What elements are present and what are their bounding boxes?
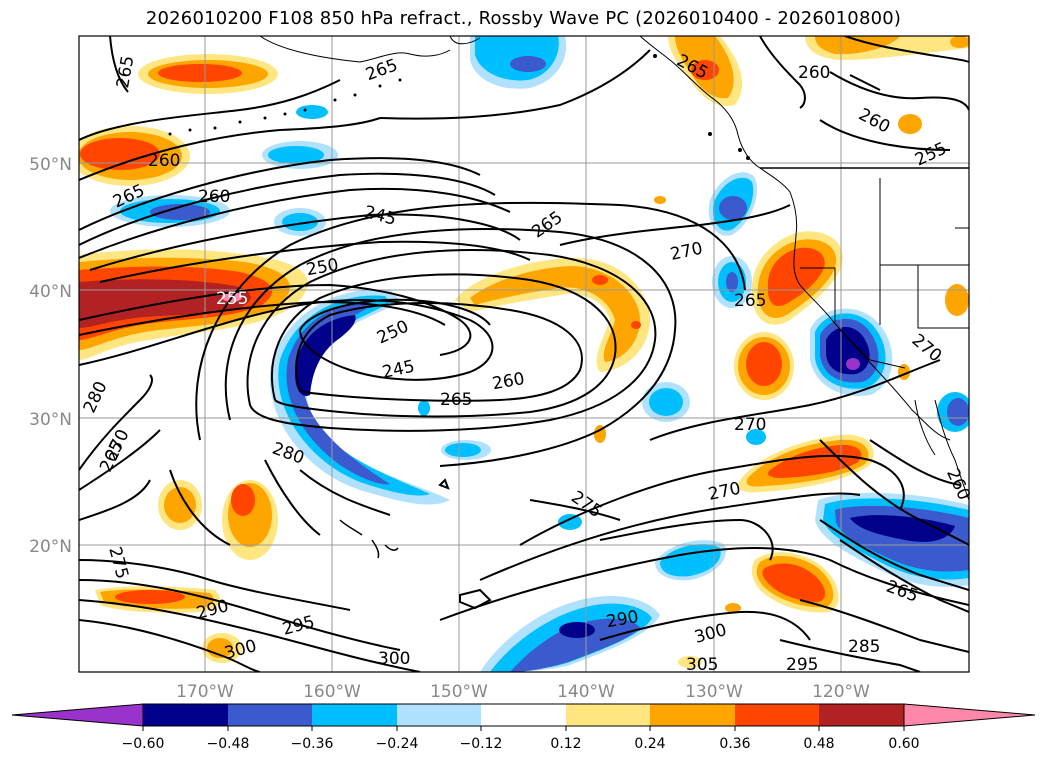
- contour-label: 260: [198, 187, 230, 207]
- contour-label: 265: [440, 390, 472, 410]
- coastlines: [259, 36, 969, 559]
- contour-label: 305: [686, 655, 718, 675]
- anomaly-patch: [150, 204, 210, 220]
- anomaly-patch: [649, 388, 683, 416]
- colorbar-bin: [312, 704, 397, 726]
- anomaly-patch: [768, 444, 862, 478]
- anomaly-patch: [850, 515, 955, 542]
- colorbar-tick-label: 0.48: [803, 736, 834, 752]
- anomaly-patch: [947, 398, 969, 426]
- colorbar-bin: [566, 704, 650, 726]
- colorbar-tick-label: −0.36: [291, 736, 334, 752]
- contour-label: 255: [216, 289, 248, 309]
- lat-label-50n: 50°N: [29, 155, 72, 175]
- anomaly-patch: [418, 400, 430, 416]
- colorbar-tick-label: 0.36: [719, 736, 750, 752]
- colorbar-tick-label: −0.48: [207, 736, 250, 752]
- colorbar-extend-low: [11, 703, 144, 727]
- contour-label: 270: [734, 415, 766, 435]
- contour-label: 300: [378, 649, 410, 669]
- contour-label: 260: [148, 151, 180, 171]
- contour-label: 260: [798, 63, 830, 83]
- map-title: 2026010200 F108 850 hPa refract., Rossby…: [145, 8, 902, 29]
- colorbar-tick-label: 0.24: [634, 736, 665, 752]
- colorbar-tick-label: 0.12: [550, 736, 581, 752]
- lon-label-150w: 150°W: [430, 682, 488, 702]
- anomaly-patch: [898, 114, 922, 134]
- map-plot-area: [79, 36, 969, 672]
- anomaly-patch: [631, 321, 641, 329]
- anomaly-patch: [296, 105, 328, 119]
- anomaly-patch: [654, 196, 666, 204]
- anomaly-patch: [678, 656, 702, 668]
- lat-label-40n: 40°N: [29, 282, 72, 302]
- anomaly-patch: [282, 213, 318, 231]
- lat-label-30n: 30°N: [29, 410, 72, 430]
- anomaly-patch: [80, 138, 160, 170]
- anomaly-patch: [294, 315, 356, 396]
- anomaly-patch: [558, 514, 582, 530]
- anomaly-patch: [725, 603, 741, 613]
- latitude-axis: 50°N 40°N 30°N 20°N: [29, 155, 72, 557]
- anomaly-patch: [691, 60, 719, 80]
- anomaly-patch: [231, 484, 255, 516]
- lon-label-120w: 120°W: [812, 682, 870, 702]
- anomaly-patch: [594, 425, 606, 443]
- anomaly-patch: [746, 342, 782, 386]
- colorbar-bin: [819, 704, 904, 726]
- lon-label-170w: 170°W: [176, 682, 234, 702]
- anomaly-patch: [746, 429, 766, 445]
- lon-label-160w: 160°W: [303, 682, 361, 702]
- anomaly-patch: [445, 443, 481, 457]
- anomaly-patch: [726, 272, 738, 292]
- anomaly-patch: [268, 146, 324, 164]
- anomaly-patch: [164, 487, 196, 523]
- colorbar-bin: [650, 704, 735, 726]
- lat-label-20n: 20°N: [29, 537, 72, 557]
- anomaly-patch: [762, 563, 826, 602]
- colorbar-bin: [143, 704, 228, 726]
- anomaly-patch: [846, 358, 860, 370]
- anomaly-patch: [945, 284, 969, 316]
- anomaly-patch: [158, 64, 242, 82]
- anomaly-patch: [950, 36, 969, 48]
- colorbar-bin: [735, 704, 819, 726]
- anomaly-patch: [286, 302, 390, 485]
- colorbar-tick-label: −0.12: [460, 736, 503, 752]
- anomaly-patch: [510, 618, 640, 672]
- colorbar-tick-label: −0.24: [376, 736, 419, 752]
- anomaly-patch: [719, 196, 747, 220]
- anomaly-patch: [815, 36, 900, 55]
- colorbar: −0.60 −0.48 −0.36 −0.24 −0.12 0.12 0.24 …: [11, 703, 1036, 752]
- colorbar-tick-label: −0.60: [122, 736, 165, 752]
- anomaly-patch: [592, 275, 608, 285]
- colorbar-bin: [481, 704, 566, 726]
- contour-lines: [79, 36, 969, 672]
- anomaly-patch: [510, 56, 546, 72]
- plot-frame: [78, 35, 970, 673]
- colorbar-tick-label: 0.60: [888, 736, 919, 752]
- islands: [168, 54, 750, 160]
- anomaly-patch: [115, 590, 185, 604]
- contour-label: 265: [734, 291, 766, 311]
- colorbar-extend-high: [903, 703, 1036, 727]
- longitude-axis: 170°W 160°W 150°W 140°W 130°W 120°W: [176, 682, 870, 702]
- colorbar-bin: [228, 704, 312, 726]
- contour-label: 285: [848, 637, 880, 657]
- anomaly-patch: [559, 622, 595, 638]
- lon-label-140w: 140°W: [557, 682, 615, 702]
- colorbar-bin: [397, 704, 481, 726]
- lon-label-130w: 130°W: [685, 682, 743, 702]
- contour-label: 295: [786, 655, 818, 675]
